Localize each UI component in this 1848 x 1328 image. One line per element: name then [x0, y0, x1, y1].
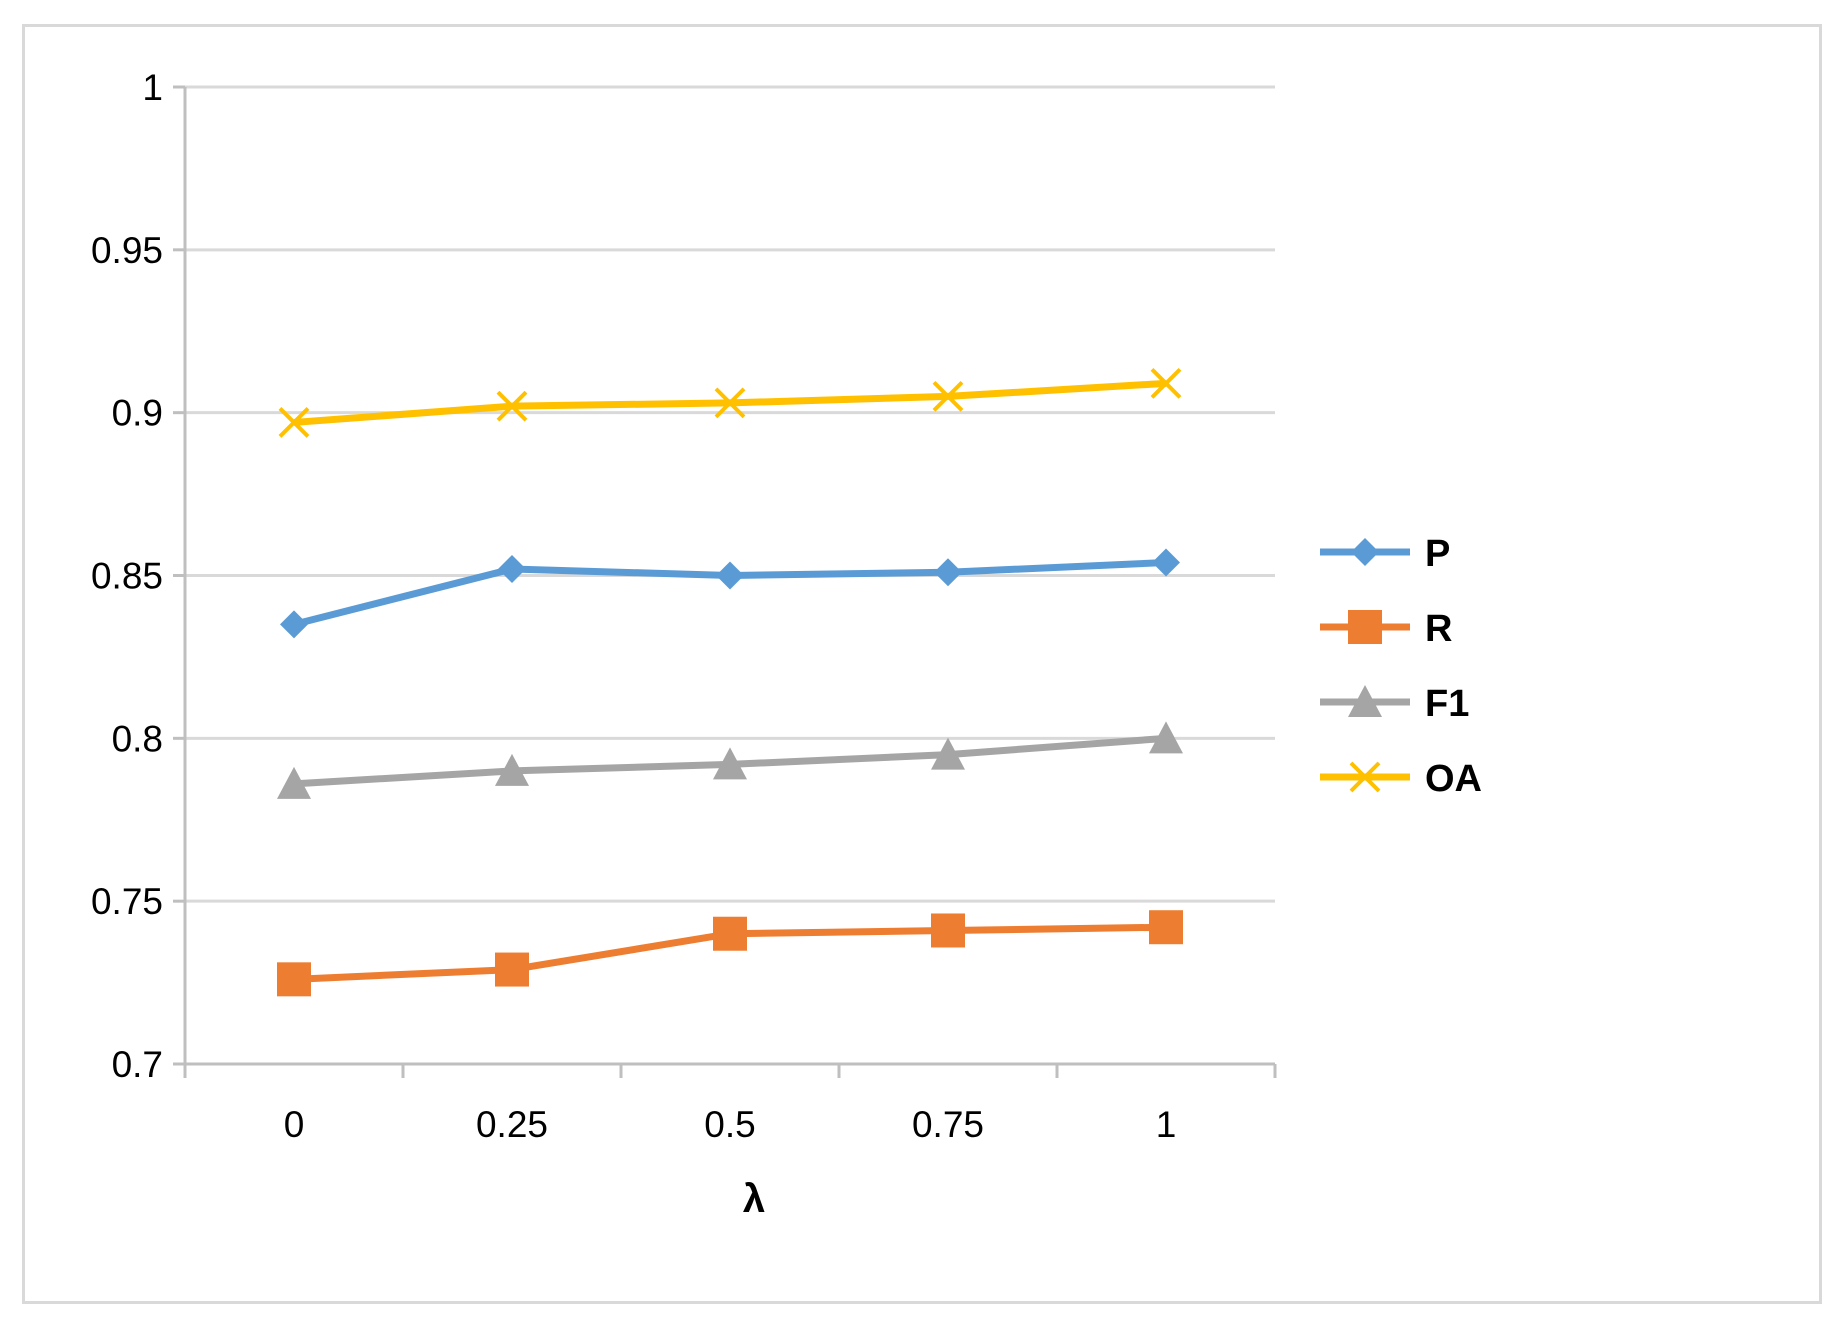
- series-f1-point: [495, 753, 529, 786]
- y-tick-label: 1: [142, 67, 163, 108]
- x-tick-label: 1: [1156, 1104, 1177, 1145]
- y-axis-tick-labels: 0.7 0.75 0.8 0.85 0.9 0.95 1: [91, 67, 163, 1085]
- series-oa-point-stroke: [1150, 367, 1182, 399]
- series-r-point: [713, 916, 747, 951]
- y-tick-label: 0.7: [112, 1044, 163, 1085]
- series-oa-point: [496, 390, 528, 422]
- series-p: [280, 548, 1180, 639]
- y-tick-label: 0.95: [91, 230, 163, 271]
- series-p-point: [498, 554, 526, 583]
- series-oa: [278, 367, 1182, 438]
- legend-item-p: P: [1320, 533, 1450, 575]
- series-oa-point-stroke: [496, 390, 528, 422]
- legend-label-f1: F1: [1425, 683, 1469, 725]
- series-p-point: [934, 558, 962, 587]
- x-tick-label: 0: [284, 1104, 305, 1145]
- series-f1-point: [277, 766, 311, 799]
- chart-frame: 0.7 0.75 0.8 0.85 0.9 0.95 1 0 0.25 0.5 0.75 1 λ P…: [22, 24, 1822, 1304]
- series-f1-point: [713, 747, 747, 780]
- legend-item-oa: OA: [1320, 758, 1482, 800]
- legend-marker-r: [1348, 610, 1382, 644]
- legend-marker-p: [1351, 538, 1379, 566]
- x-tick-label: 0.5: [704, 1104, 755, 1145]
- series-oa-point: [932, 380, 964, 412]
- series-r-point: [931, 913, 965, 948]
- series-oa-point: [714, 387, 746, 419]
- legend-label-r: R: [1425, 608, 1452, 650]
- axes: [173, 85, 1277, 1078]
- x-axis-title: λ: [743, 1177, 765, 1221]
- series-f1-point: [931, 737, 965, 770]
- y-tick-label: 0.75: [91, 881, 163, 922]
- legend-item-r: R: [1320, 608, 1452, 650]
- series-layer: [277, 367, 1183, 997]
- series-p-point: [716, 561, 744, 590]
- legend-item-f1: F1: [1320, 683, 1469, 725]
- legend-marker-oa: [1349, 761, 1381, 793]
- line-chart: 0.7 0.75 0.8 0.85 0.9 0.95 1 0 0.25 0.5 0.75 1 λ P…: [91, 67, 1482, 1221]
- y-tick-label: 0.9: [112, 393, 163, 434]
- legend-label-p: P: [1425, 533, 1450, 575]
- legend-marker-oa-stroke: [1349, 761, 1381, 793]
- series-r-point: [495, 952, 529, 987]
- series-oa-point-stroke: [932, 380, 964, 412]
- legend: PR F1 OA: [1320, 533, 1482, 800]
- series-f1-point: [1149, 721, 1183, 754]
- x-tick-label: 0.75: [912, 1104, 984, 1145]
- legend-label-oa: OA: [1425, 758, 1482, 800]
- series-oa-point: [1150, 367, 1182, 399]
- series-f1: [277, 721, 1183, 799]
- series-r-point: [1149, 910, 1183, 945]
- legend-marker-f1: [1348, 685, 1382, 717]
- series-p-point: [280, 610, 308, 639]
- y-tick-label: 0.8: [112, 718, 163, 759]
- series-p-point: [1152, 548, 1180, 577]
- series-oa-point-stroke: [714, 387, 746, 419]
- series-oa-point-stroke: [278, 407, 310, 438]
- series-oa-point: [278, 407, 310, 438]
- x-axis-tick-labels: 0 0.25 0.5 0.75 1: [284, 1104, 1177, 1145]
- series-r-point: [277, 962, 311, 997]
- series-r: [277, 910, 1183, 997]
- y-tick-label: 0.85: [91, 556, 163, 597]
- x-tick-label: 0.25: [476, 1104, 548, 1145]
